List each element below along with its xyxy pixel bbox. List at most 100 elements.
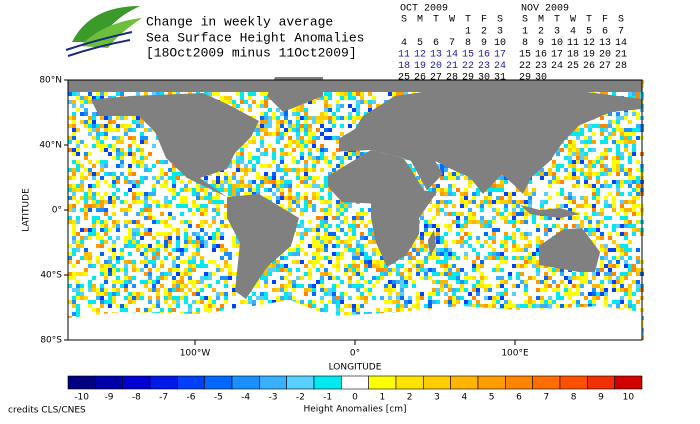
lat-label: 0° (52, 206, 62, 216)
colorbar-swatch (177, 376, 204, 389)
logo (66, 6, 142, 56)
day: 26 (583, 61, 595, 72)
title-line: [18Oct2009 minus 11Oct2009] (146, 45, 357, 60)
day: 6 (602, 27, 608, 38)
lon-label: 0° (350, 349, 360, 359)
day: 11 (398, 50, 410, 61)
day: 22 (519, 61, 531, 72)
day: 25 (567, 61, 579, 72)
day: 17 (494, 50, 506, 61)
colorbar-title: Height Anomalies [cm] (303, 405, 406, 415)
colorbar-swatch (259, 376, 286, 389)
colorbar-swatch (615, 376, 642, 389)
colorbar-swatch (95, 376, 122, 389)
colorbar-swatch (232, 376, 259, 389)
weekday: T (465, 15, 471, 26)
colorbar-swatch (341, 376, 368, 389)
title-line: Sea Surface Height Anomalies (146, 30, 364, 45)
colorbar-swatch (123, 376, 150, 389)
day: 30 (535, 73, 547, 84)
day: 21 (615, 50, 627, 61)
colorbar-label: -3 (269, 393, 278, 403)
colorbar-label: -5 (214, 393, 223, 403)
day: 10 (494, 38, 506, 49)
day: 25 (398, 73, 410, 84)
day: 17 (551, 50, 563, 61)
colorbar-swatch (369, 376, 396, 389)
day: 19 (583, 50, 595, 61)
colorbar-swatch (451, 376, 478, 389)
weekday: F (602, 15, 608, 26)
day: 24 (494, 61, 506, 72)
credits: credits CLS/CNES (8, 406, 86, 416)
day: 14 (446, 50, 458, 61)
day: 6 (433, 38, 439, 49)
lat-label: 80°S (40, 336, 62, 346)
colorbar-label: 4 (461, 393, 467, 403)
colorbar-label: 6 (516, 393, 522, 403)
day: 2 (538, 27, 544, 38)
day: 27 (430, 73, 442, 84)
day: 11 (567, 38, 579, 49)
day: 4 (401, 38, 407, 49)
day: 12 (414, 50, 426, 61)
weekday: T (433, 15, 439, 26)
lat-label: 40°N (39, 141, 62, 151)
colorbar-label: 1 (379, 393, 385, 403)
day: 5 (417, 38, 423, 49)
day: 20 (599, 50, 611, 61)
colorbar-swatch (587, 376, 614, 389)
day: 7 (618, 27, 624, 38)
day: 9 (481, 38, 487, 49)
day: 15 (519, 50, 531, 61)
calendar-title: NOV 2009 (521, 4, 569, 15)
colorbar-label: 8 (571, 393, 577, 403)
colorbar-label: -4 (241, 393, 250, 403)
weekday: W (449, 15, 455, 26)
weekday: S (618, 15, 624, 26)
day: 29 (462, 73, 474, 84)
weekday: M (417, 15, 423, 26)
colorbar-swatch (505, 376, 532, 389)
day: 31 (494, 73, 506, 84)
day: 7 (449, 38, 455, 49)
colorbar-label: -10 (74, 393, 89, 403)
day: 2 (481, 27, 487, 38)
day: 5 (586, 27, 592, 38)
day: 21 (446, 61, 458, 72)
weekday: S (497, 15, 503, 26)
colorbar-label: -9 (105, 393, 114, 403)
weekday: T (586, 15, 592, 26)
weekday: T (554, 15, 560, 26)
lat-title: LATITUDE (22, 188, 32, 232)
day: 18 (398, 61, 410, 72)
colorbar-swatch (560, 376, 587, 389)
day: 4 (570, 27, 576, 38)
day: 27 (599, 61, 611, 72)
day: 12 (583, 38, 595, 49)
day: 3 (554, 27, 560, 38)
colorbar-label: 9 (598, 393, 604, 403)
weekday: M (538, 15, 544, 26)
colorbar-swatch (68, 376, 95, 389)
day: 24 (551, 61, 563, 72)
day: 22 (462, 61, 474, 72)
title-line: Change in weekly average (146, 14, 333, 29)
day: 15 (462, 50, 474, 61)
colorbar-swatch (205, 376, 232, 389)
colorbar-swatch (423, 376, 450, 389)
lon-label: 100°W (180, 349, 211, 359)
colorbar-swatch (533, 376, 560, 389)
colorbar-label: 0 (352, 393, 358, 403)
weekday: W (570, 15, 576, 26)
day: 30 (478, 73, 490, 84)
colorbar-label: -7 (159, 393, 168, 403)
lat-label: 80°N (39, 76, 62, 86)
colorbar-label: 2 (407, 393, 413, 403)
colorbar-swatch (314, 376, 341, 389)
colorbar-label: 5 (489, 393, 495, 403)
colorbar-label: -2 (296, 393, 305, 403)
day: 16 (535, 50, 547, 61)
day: 9 (538, 38, 544, 49)
